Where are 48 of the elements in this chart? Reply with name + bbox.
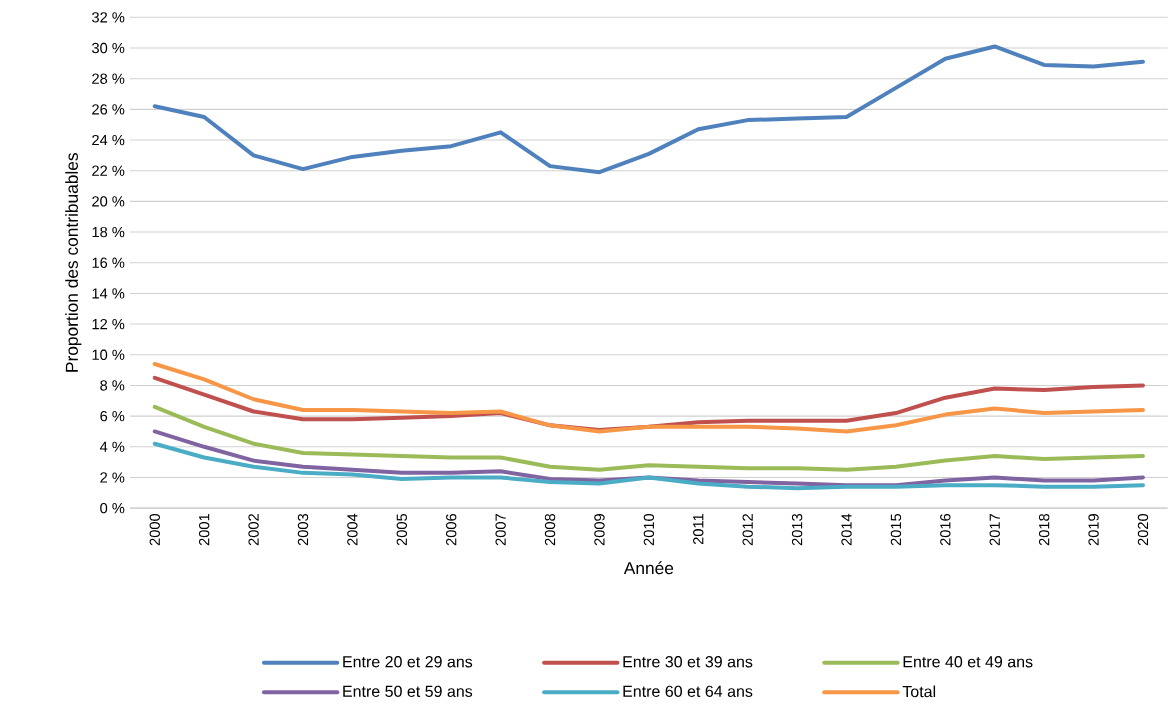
x-tick-label: 2018 bbox=[1038, 514, 1050, 546]
legend-label: Total bbox=[902, 685, 936, 698]
legend-label: Entre 40 et 49 ans bbox=[903, 656, 1033, 668]
y-tick-label: 12 % bbox=[92, 319, 125, 330]
x-tick-label: 2010 bbox=[643, 514, 655, 546]
y-tick-label: 32 % bbox=[92, 12, 125, 23]
y-tick-label: 22 % bbox=[92, 165, 125, 177]
x-tick-label: 2019 bbox=[1088, 514, 1099, 546]
x-tick-label: 2016 bbox=[940, 514, 951, 546]
y-tick-label: 14 % bbox=[92, 288, 125, 299]
y-axis-title: Proportion des contribuables bbox=[65, 153, 82, 372]
x-tick-label: 2000 bbox=[149, 514, 160, 546]
x-tick-label: 2020 bbox=[1137, 514, 1149, 546]
y-tick-label: 6 % bbox=[100, 411, 125, 422]
legend-label: Entre 20 et 29 ans bbox=[343, 656, 473, 668]
x-tick-label: 2007 bbox=[495, 514, 506, 546]
y-tick-label: 18 % bbox=[92, 227, 125, 238]
legend-label: Entre 50 et 59 ans bbox=[343, 685, 473, 698]
y-tick-label: 20 % bbox=[92, 196, 125, 207]
x-tick-label: 2008 bbox=[544, 514, 556, 546]
x-tick-label: 2006 bbox=[446, 514, 457, 546]
x-tick-label: 2011 bbox=[693, 514, 704, 545]
x-tick-label: 2015 bbox=[890, 514, 902, 546]
y-tick-label: 16 % bbox=[92, 257, 125, 269]
y-tick-label: 30 % bbox=[92, 43, 125, 54]
x-tick-label: 2004 bbox=[347, 513, 358, 546]
y-tick-label: 4 % bbox=[99, 441, 125, 453]
y-tick-label: 24 % bbox=[92, 135, 125, 146]
line-series bbox=[152, 44, 1145, 175]
legend-label: Entre 60 et 64 ans bbox=[623, 685, 753, 698]
y-tick-label: 2 % bbox=[100, 472, 125, 483]
x-tick-label: 2002 bbox=[248, 514, 259, 546]
legend-label: Entre 30 et 39 ans bbox=[623, 656, 753, 668]
x-tick-label: 2009 bbox=[594, 514, 605, 546]
line-series bbox=[152, 441, 1145, 491]
y-tick-label: 26 % bbox=[92, 104, 125, 115]
x-tick-label: 2014 bbox=[841, 513, 852, 546]
x-tick-label: 2012 bbox=[742, 514, 753, 546]
x-tick-label: 2001 bbox=[198, 514, 210, 546]
x-tick-label: 2003 bbox=[297, 514, 309, 546]
y-tick-label: 10 % bbox=[92, 349, 125, 361]
x-tick-label: 2013 bbox=[791, 514, 803, 546]
y-tick-label: 0 % bbox=[100, 503, 125, 514]
x-tick-label: 2005 bbox=[396, 514, 407, 546]
x-tick-label: 2017 bbox=[989, 514, 1000, 546]
y-tick-label: 8 % bbox=[100, 380, 125, 391]
y-tick-label: 28 % bbox=[92, 73, 125, 85]
x-axis-title: Année bbox=[623, 561, 674, 575]
